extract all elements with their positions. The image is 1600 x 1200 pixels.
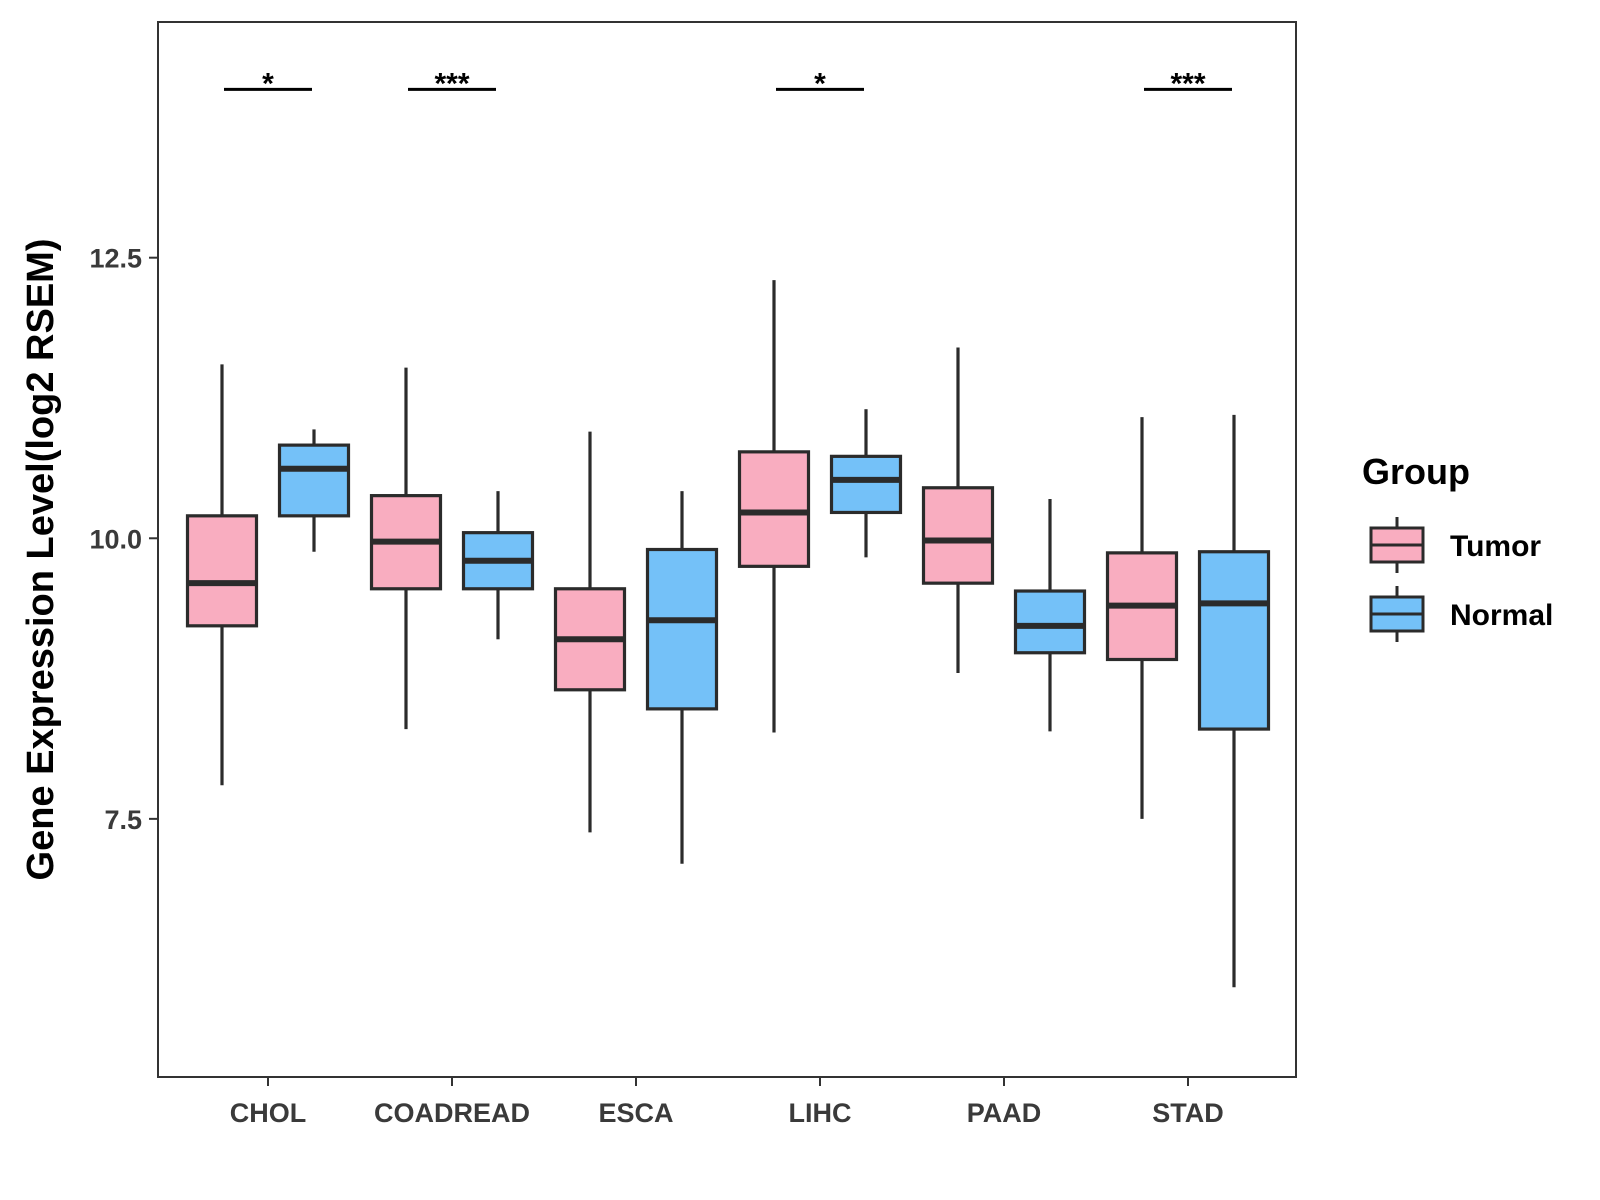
box-tumor-chol: [185, 364, 259, 786]
box-tumor-paad: [921, 347, 995, 673]
x-tick-label: COADREAD: [374, 1098, 530, 1128]
box-body: [1013, 589, 1087, 655]
box-tumor-coadread: [369, 367, 443, 730]
box-body: [921, 486, 995, 585]
plot-panel: [158, 22, 1296, 1077]
legend: Group Tumor Normal: [1362, 451, 1553, 642]
box-body: [277, 443, 351, 518]
legend-label: Tumor: [1450, 530, 1541, 563]
y-axis-title: Gene Expression Level(log2 RSEM): [20, 239, 62, 881]
x-tick-label: CHOL: [230, 1098, 307, 1128]
significance-layer: * *** * ***: [224, 67, 1232, 100]
legend-title: Group: [1362, 451, 1470, 492]
plot-frame: [157, 21, 1297, 1078]
box-body: [645, 547, 719, 711]
legend-item-tumor: Tumor: [1369, 517, 1541, 573]
significance-chol: *: [224, 67, 312, 100]
plot-background: [158, 22, 1296, 1077]
box-body: [185, 514, 259, 628]
y-tick-label: 12.5: [89, 244, 142, 274]
y-tick-label: 10.0: [89, 524, 142, 554]
x-tick-label: STAD: [1152, 1098, 1224, 1128]
box-normal-paad: [1013, 498, 1087, 732]
significance-lihc: *: [776, 67, 864, 100]
x-tick-label: PAAD: [967, 1098, 1042, 1128]
box-tumor-lihc: [737, 280, 811, 733]
significance-coadread: ***: [408, 67, 496, 100]
y-tick-label: 7.5: [104, 805, 142, 835]
box-body: [737, 450, 811, 568]
box-normal-coadread: [461, 491, 535, 640]
box-body: [1197, 550, 1271, 731]
legend-item-normal: Normal: [1369, 586, 1553, 642]
significance-label: *: [814, 67, 826, 100]
significance-label: ***: [434, 67, 469, 100]
box-tumor-esca: [553, 431, 627, 833]
significance-stad: ***: [1144, 67, 1232, 100]
legend-label: Normal: [1450, 599, 1553, 632]
box-normal-stad: [1197, 414, 1271, 988]
box-normal-esca: [645, 491, 719, 864]
box-layer: [185, 280, 1271, 988]
x-tick-label: LIHC: [789, 1098, 852, 1128]
box-normal-chol: [277, 429, 351, 552]
significance-label: *: [262, 67, 274, 100]
box-body: [829, 454, 903, 515]
box-normal-lihc: [829, 409, 903, 558]
axes-layer: 7.5 10.0 12.5 CHOL COADREAD ESCA LIHC PAAD STAD G…: [20, 21, 1297, 1128]
box-tumor-stad: [1105, 417, 1179, 819]
significance-label: ***: [1170, 67, 1205, 100]
x-tick-label: ESCA: [598, 1098, 673, 1128]
